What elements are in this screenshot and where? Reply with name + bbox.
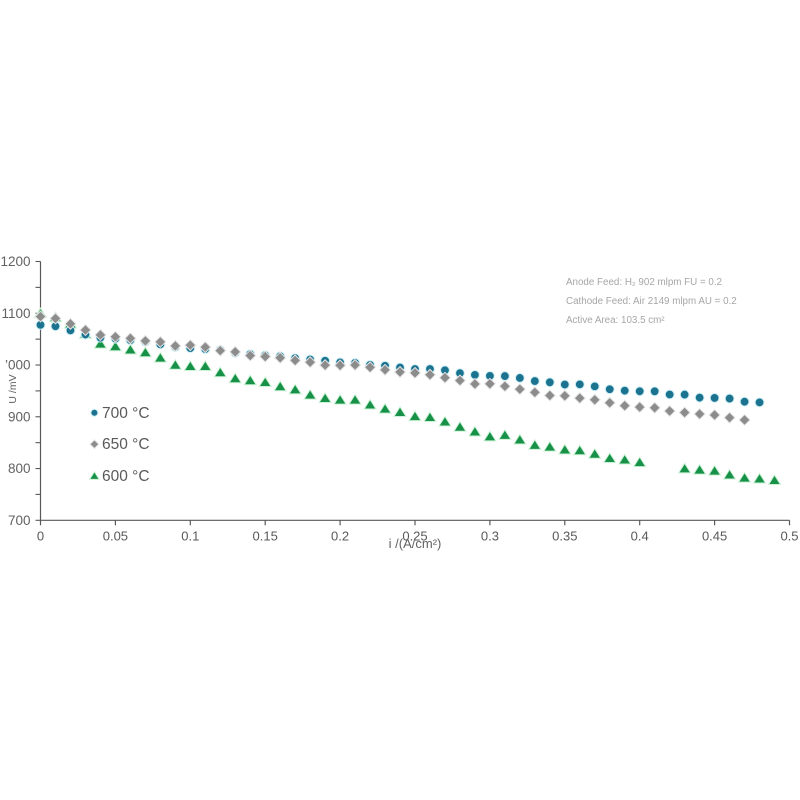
svg-text:0.05: 0.05 xyxy=(103,528,128,543)
svg-text:1100: 1100 xyxy=(1,306,30,321)
svg-text:0: 0 xyxy=(37,528,44,543)
svg-text:600 °C: 600 °C xyxy=(102,468,150,485)
svg-text:0.45: 0.45 xyxy=(702,528,727,543)
svg-text:’000: ’000 xyxy=(5,358,31,373)
svg-text:0.15: 0.15 xyxy=(253,528,278,543)
svg-text:U /mV: U /mV xyxy=(7,374,19,403)
svg-text:0.3: 0.3 xyxy=(481,528,499,543)
svg-text:650 °C: 650 °C xyxy=(102,436,150,453)
svg-text:700 °C: 700 °C xyxy=(102,405,150,422)
svg-text:0.4: 0.4 xyxy=(631,528,649,543)
svg-text:i /(A/cm²): i /(A/cm²) xyxy=(389,536,442,551)
svg-text:0.35: 0.35 xyxy=(552,528,577,543)
svg-text:Active Area: 103.5 cm²: Active Area: 103.5 cm² xyxy=(566,315,665,326)
svg-text:800: 800 xyxy=(8,461,31,476)
svg-text:0.1: 0.1 xyxy=(181,528,199,543)
svg-text:0.2: 0.2 xyxy=(331,528,349,543)
svg-text:0.5: 0.5 xyxy=(780,528,798,543)
svg-text:Anode Feed: H₂ 902 mlpm FU = 0: Anode Feed: H₂ 902 mlpm FU = 0.2 xyxy=(566,277,722,288)
svg-text:700: 700 xyxy=(8,513,31,528)
svg-text:900: 900 xyxy=(8,409,31,424)
svg-text:1200: 1200 xyxy=(0,254,30,269)
svg-text:Cathode Feed: Air 2149 mlpm AU: Cathode Feed: Air 2149 mlpm AU = 0.2 xyxy=(566,296,737,307)
